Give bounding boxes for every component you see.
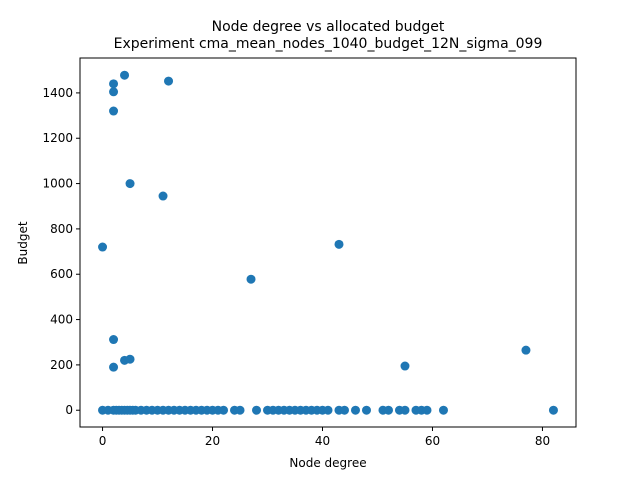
data-point xyxy=(438,405,448,415)
data-point xyxy=(350,405,360,415)
y-tick-label: 1400 xyxy=(42,86,73,100)
data-point xyxy=(334,239,344,249)
data-point xyxy=(361,405,371,415)
x-tick-label: 60 xyxy=(425,434,440,448)
data-point xyxy=(109,79,119,89)
y-tick-label: 200 xyxy=(50,358,73,372)
data-point xyxy=(235,405,245,415)
y-axis-label: Budget xyxy=(16,221,30,264)
data-point xyxy=(400,405,410,415)
x-axis-label: Node degree xyxy=(289,456,366,470)
data-point xyxy=(219,405,229,415)
data-point xyxy=(158,191,168,201)
data-point xyxy=(339,405,349,415)
data-point xyxy=(120,70,130,80)
data-point xyxy=(400,361,410,371)
y-axis-ticks: 0 200 400 600 800 1000 1200 1400 xyxy=(42,86,80,417)
x-tick-label: 80 xyxy=(535,434,550,448)
y-tick-label: 800 xyxy=(50,222,73,236)
data-point xyxy=(125,179,135,189)
y-tick-label: 400 xyxy=(50,313,73,327)
chart-title: Node degree vs allocated budget xyxy=(212,19,445,35)
plot-frame xyxy=(79,57,577,428)
data-point xyxy=(109,335,119,345)
x-axis-ticks: 0 20 40 60 80 xyxy=(99,427,550,448)
y-tick-label: 1000 xyxy=(42,177,73,191)
data-point xyxy=(164,76,174,86)
data-point xyxy=(109,106,119,116)
plot-area xyxy=(79,57,577,428)
y-tick-label: 0 xyxy=(65,403,73,417)
data-point xyxy=(109,362,119,372)
data-point xyxy=(109,87,119,97)
data-point xyxy=(252,405,262,415)
y-tick-label: 600 xyxy=(50,267,73,281)
data-point xyxy=(548,405,558,415)
data-point xyxy=(422,405,432,415)
data-points xyxy=(98,70,558,415)
data-point xyxy=(383,405,393,415)
data-point xyxy=(125,354,135,364)
x-tick-label: 20 xyxy=(205,434,220,448)
data-point xyxy=(521,345,531,355)
data-point xyxy=(323,405,333,415)
x-tick-label: 0 xyxy=(99,434,107,448)
y-tick-label: 1200 xyxy=(42,131,73,145)
data-point xyxy=(98,242,108,252)
x-tick-label: 40 xyxy=(315,434,330,448)
data-point xyxy=(246,274,256,284)
chart-subtitle: Experiment cma_mean_nodes_1040_budget_12… xyxy=(114,36,543,52)
